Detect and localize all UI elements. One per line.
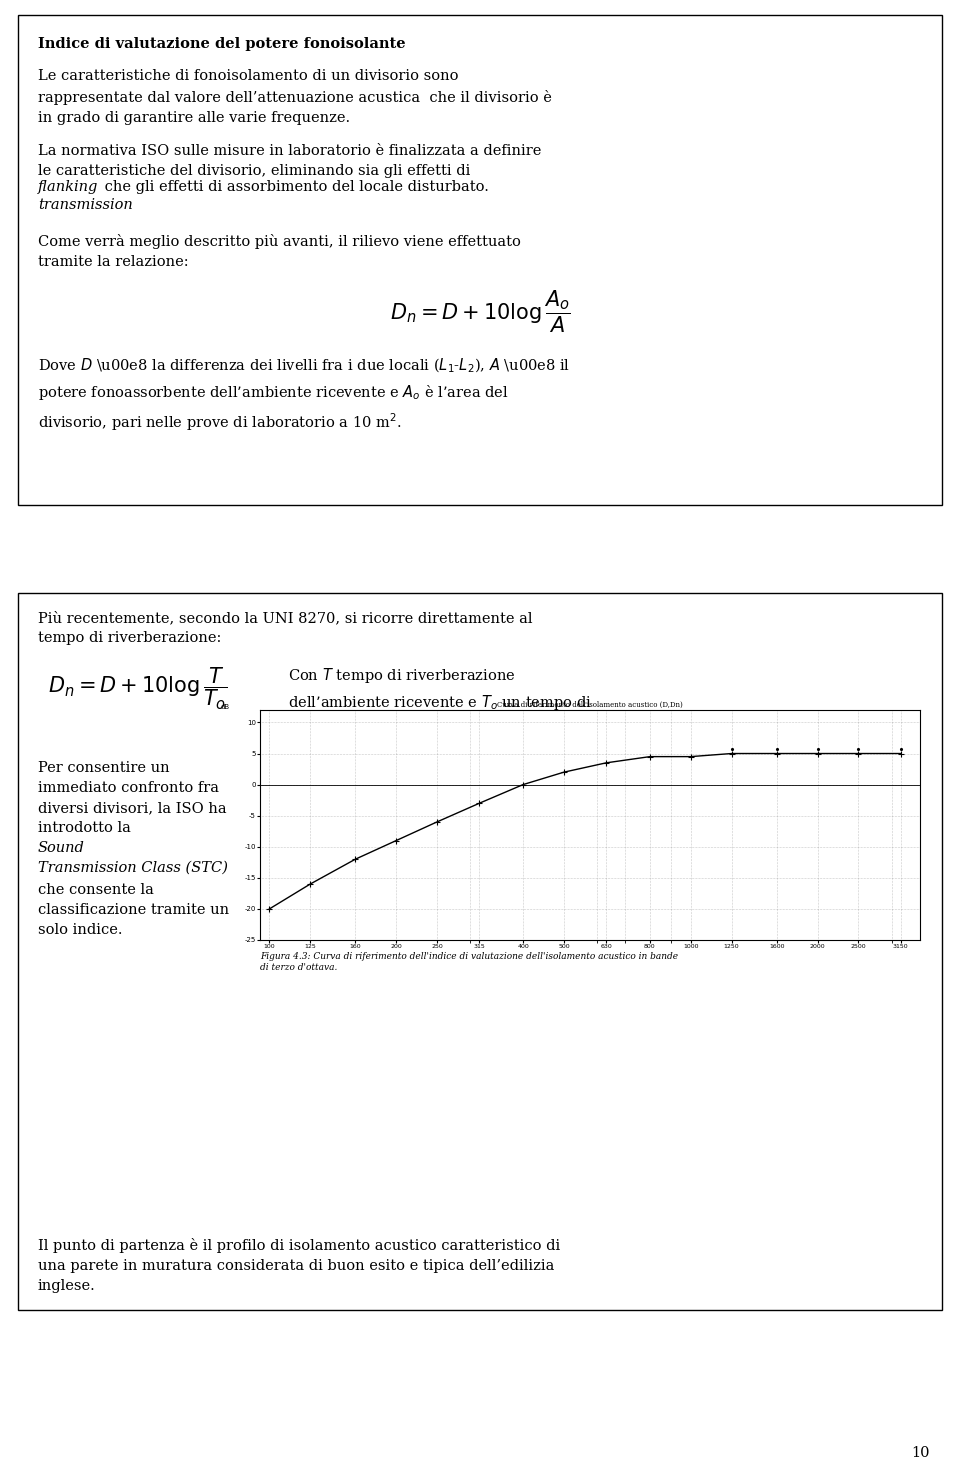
Text: Figura 4.3: Curva di riferimento dell'indice di valutazione dell'isolamento acus: Figura 4.3: Curva di riferimento dell'in… [260,952,678,973]
Text: Sound
Transmission Class (STC): Sound Transmission Class (STC) [38,841,228,875]
Text: che gli effetti di assorbimento del locale disturbato.: che gli effetti di assorbimento del loca… [100,180,489,194]
Bar [18,15,942,505]
Text: dB: dB [221,704,229,709]
Text: $D_n = D + 10\log\dfrac{T}{T_o}$: $D_n = D + 10\log\dfrac{T}{T_o}$ [48,667,228,712]
Text: Per consentire un
immediato confronto fra
diversi divisori, la ISO ha
introdotto: Per consentire un immediato confronto fr… [38,761,227,835]
Text: flanking: flanking [38,180,98,194]
Text: Le caratteristiche di fonoisolamento di un divisorio sono
rappresentate dal valo: Le caratteristiche di fonoisolamento di … [38,69,552,124]
Bar [18,593,942,1310]
Text: che consente la
classificazione tramite un
solo indice.: che consente la classificazione tramite … [38,882,229,937]
Text: $D_n = D + 10\log\dfrac{A_o}{A}$: $D_n = D + 10\log\dfrac{A_o}{A}$ [390,290,570,336]
Text: Il punto di partenza è il profilo di isolamento acustico caratteristico di
una p: Il punto di partenza è il profilo di iso… [38,1239,561,1293]
Text: Indice di valutazione del potere fonoisolante: Indice di valutazione del potere fonoiso… [38,37,406,52]
Text: La normativa ISO sulle misure in laboratorio è finalizzata a definire
le caratte: La normativa ISO sulle misure in laborat… [38,143,541,177]
Text: 10: 10 [911,1445,930,1460]
Text: Con $T$ tempo di riverberazione
dell’ambiente ricevente e $T_o$ un tempo di
rife: Con $T$ tempo di riverberazione dell’amb… [288,667,592,732]
Text: Come verrà meglio descritto più avanti, il rilievo viene effettuato
tramite la r: Come verrà meglio descritto più avanti, … [38,234,521,269]
Title: Curva di riferimento dell'isolamento acustico (D,Dn): Curva di riferimento dell'isolamento acu… [497,701,683,709]
Text: transmission: transmission [38,198,132,211]
Text: Più recentemente, secondo la UNI 8270, si ricorre direttamente al
tempo di river: Più recentemente, secondo la UNI 8270, s… [38,610,533,644]
Text: Dove $D$ \u00e8 la differenza dei livelli fra i due locali ($L_1$-$L_2$), $A$ \u: Dove $D$ \u00e8 la differenza dei livell… [38,358,570,433]
